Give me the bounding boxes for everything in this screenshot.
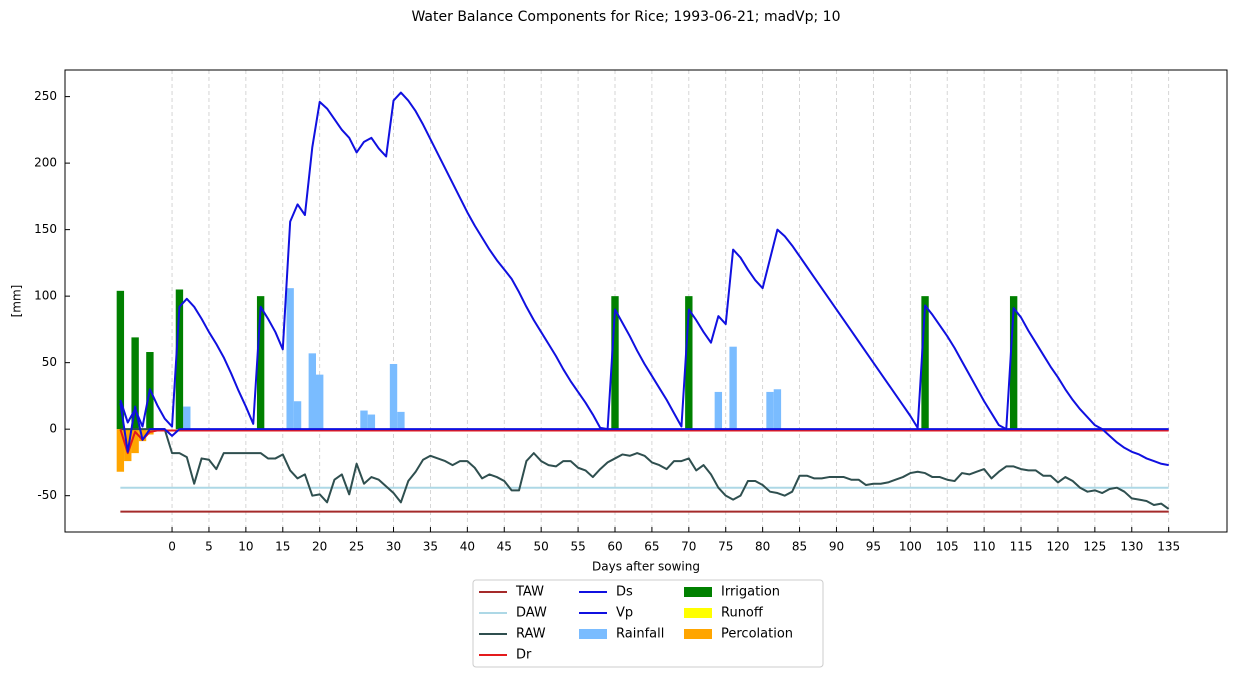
- bar: [766, 391, 774, 430]
- bar: [367, 414, 376, 430]
- bar: [389, 363, 398, 430]
- y-tick-label: 250: [34, 89, 57, 103]
- bar: [183, 406, 191, 430]
- legend-swatch: [684, 608, 712, 618]
- x-tick-label: 120: [1046, 540, 1069, 554]
- bar: [729, 346, 737, 430]
- x-tick-label: 55: [570, 540, 585, 554]
- legend-label: TAW: [515, 585, 544, 600]
- legend-label: Dr: [516, 648, 532, 663]
- line-series: [119, 402, 1169, 467]
- y-tick-label: 150: [34, 222, 57, 236]
- x-tick-label: 15: [275, 540, 290, 554]
- x-tick-label: 65: [644, 540, 659, 554]
- x-tick-label: 45: [497, 540, 512, 554]
- legend-label: RAW: [516, 627, 546, 642]
- line-series: [119, 91, 1169, 431]
- legend-swatch: [579, 629, 607, 639]
- legend-label: Irrigation: [721, 585, 780, 600]
- y-tick-label: 200: [34, 156, 57, 170]
- x-tick-label: 75: [718, 540, 733, 554]
- bar: [131, 429, 139, 454]
- legend-label: Rainfall: [616, 627, 664, 642]
- bar: [286, 288, 294, 430]
- plot-frame: [64, 69, 1228, 533]
- legend-label: Runoff: [721, 606, 764, 621]
- line-series: [120, 428, 1170, 510]
- bar: [1009, 296, 1018, 430]
- x-tick-label: 100: [899, 540, 922, 554]
- bar: [116, 290, 125, 430]
- x-tick-label: 10: [238, 540, 253, 554]
- bar: [308, 353, 317, 430]
- bar: [293, 401, 302, 430]
- x-tick-label: 5: [205, 540, 213, 554]
- plot-area: [116, 70, 1170, 532]
- x-tick-label: 130: [1120, 540, 1143, 554]
- bar: [360, 410, 368, 430]
- legend-swatch: [684, 587, 712, 597]
- y-tick-label: 50: [42, 355, 57, 369]
- bar: [316, 374, 324, 430]
- x-tick-label: 125: [1083, 540, 1106, 554]
- bar: [714, 391, 723, 430]
- x-tick-label: 0: [168, 540, 176, 554]
- x-tick-label: 50: [534, 540, 549, 554]
- x-tick-label: 135: [1157, 540, 1180, 554]
- bar: [116, 429, 125, 472]
- bar: [138, 429, 147, 442]
- bar: [131, 337, 139, 430]
- x-tick-label: 110: [973, 540, 996, 554]
- bar: [256, 296, 265, 430]
- y-tick-label: 100: [34, 289, 57, 303]
- x-tick-label: 30: [386, 540, 401, 554]
- y-axis-label: [mm]: [10, 285, 24, 318]
- bar: [397, 411, 405, 430]
- x-tick-label: 80: [755, 540, 770, 554]
- bar: [175, 289, 184, 430]
- x-tick-label: 35: [423, 540, 438, 554]
- x-tick-label: 70: [681, 540, 696, 554]
- x-tick-label: 95: [866, 540, 881, 554]
- x-tick-label: 25: [349, 540, 364, 554]
- legend-box: [472, 579, 824, 668]
- y-tick-label: -50: [37, 488, 57, 502]
- chart-title: Water Balance Components for Rice; 1993-…: [411, 9, 840, 25]
- x-tick-label: 60: [607, 540, 622, 554]
- legend-label: Percolation: [721, 627, 793, 642]
- bar: [611, 296, 619, 430]
- bar: [773, 389, 782, 430]
- y-tick-label: 0: [49, 422, 57, 436]
- x-tick-label: 90: [829, 540, 844, 554]
- line-series: [119, 428, 1169, 455]
- x-tick-label: 105: [936, 540, 959, 554]
- bar: [685, 296, 693, 430]
- legend-swatch: [684, 629, 712, 639]
- x-tick-label: 20: [312, 540, 327, 554]
- x-tick-label: 40: [460, 540, 475, 554]
- legend-label: Vp: [616, 606, 633, 621]
- x-tick-label: 85: [792, 540, 807, 554]
- legend-label: Ds: [616, 585, 633, 600]
- x-axis-label: Days after sowing: [592, 560, 700, 574]
- legend-label: DAW: [516, 606, 547, 621]
- x-tick-label: 115: [1010, 540, 1033, 554]
- bar: [921, 296, 929, 430]
